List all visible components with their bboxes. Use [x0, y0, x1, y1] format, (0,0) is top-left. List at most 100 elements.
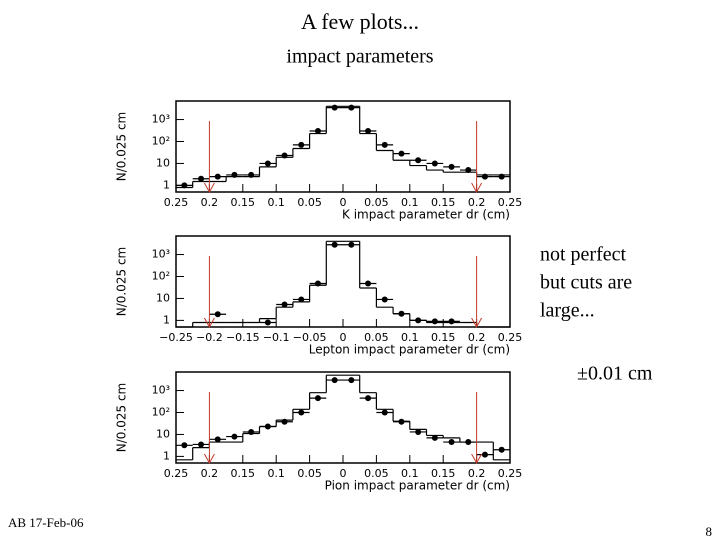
data-point	[465, 439, 472, 446]
x-tick-label: 0.25	[164, 467, 189, 480]
x-tick-label: 0.05	[297, 196, 322, 209]
data-point	[214, 436, 221, 443]
x-axis-label: K impact parameter dr (cm)	[342, 208, 510, 222]
cut-arrowhead	[471, 317, 483, 329]
x-tick-label: 0	[340, 467, 347, 480]
data-point	[498, 446, 505, 453]
x-tick-label: 0.25	[164, 196, 189, 209]
data-point	[481, 173, 488, 180]
x-tick-label: 0.1	[267, 196, 285, 209]
data-point	[298, 296, 305, 303]
data-point	[231, 171, 238, 178]
plot-frame	[175, 371, 511, 464]
y-tick-label: 10²	[152, 269, 170, 282]
cut-arrowhead	[203, 317, 215, 329]
x-tick-label: 0.25	[498, 196, 523, 209]
data-point	[465, 167, 472, 174]
data-point	[264, 160, 271, 167]
x-tick-label: 0.2	[468, 467, 486, 480]
data-point	[365, 395, 372, 402]
y-axis-label: N/0.025 cm	[115, 112, 129, 181]
data-point	[398, 150, 405, 157]
data-point	[431, 160, 438, 167]
y-tick-label: 1	[163, 313, 170, 326]
y-axis-label: N/0.025 cm	[115, 247, 129, 316]
data-point	[214, 311, 221, 318]
data-point	[314, 128, 321, 135]
x-tick-label: 0.1	[401, 467, 419, 480]
data-point	[415, 317, 422, 324]
y-axis-label: N/0.025 cm	[115, 383, 129, 452]
data-point	[398, 418, 405, 425]
y-tick-label: 1	[163, 178, 170, 191]
data-point	[381, 409, 388, 416]
note-line: but cuts are	[540, 272, 632, 294]
data-point	[181, 182, 188, 189]
page-number: 8	[706, 524, 713, 539]
data-point	[365, 128, 372, 135]
y-tick-label: 10	[156, 291, 170, 304]
data-point	[481, 451, 488, 458]
data-point	[415, 157, 422, 164]
data-point	[331, 377, 338, 384]
x-tick-label: 0.05	[364, 196, 389, 209]
data-point	[264, 319, 271, 326]
footer: AB 17-Feb-06	[8, 515, 84, 530]
data-point	[448, 163, 455, 170]
y-tick-label: 10²	[152, 405, 170, 418]
x-tick-label: 0	[340, 196, 347, 209]
cut-arrowhead	[471, 182, 483, 194]
data-point	[431, 434, 438, 441]
plot-frame	[175, 235, 511, 328]
y-tick-label: 10²	[152, 134, 170, 147]
x-tick-label: −0.05	[293, 331, 327, 344]
data-point	[331, 241, 338, 248]
data-point	[398, 310, 405, 317]
x-tick-label: 0.05	[364, 467, 389, 480]
data-point	[231, 433, 238, 440]
x-tick-label: 0.1	[401, 196, 419, 209]
data-point	[248, 171, 255, 178]
data-point	[314, 280, 321, 287]
data-point	[381, 141, 388, 148]
data-point	[214, 173, 221, 180]
x-tick-label: 0.25	[498, 331, 523, 344]
x-tick-label: 0.25	[498, 467, 523, 480]
data-point	[198, 175, 205, 182]
x-tick-label: 0.15	[431, 331, 456, 344]
x-tick-label: 0.1	[401, 331, 419, 344]
data-point	[281, 152, 288, 159]
y-tick-label: 10³	[152, 384, 170, 397]
data-point	[181, 442, 188, 449]
data-point	[264, 423, 271, 430]
data-point	[498, 173, 505, 180]
data-point	[281, 418, 288, 425]
y-tick-label: 1	[163, 449, 170, 462]
x-axis-label: Lepton impact parameter dr (cm)	[309, 343, 510, 357]
data-point	[281, 301, 288, 308]
data-point	[314, 395, 321, 402]
x-tick-label: 0.15	[231, 467, 256, 480]
data-point	[348, 104, 355, 111]
x-tick-label: 0.05	[297, 467, 322, 480]
x-tick-label: 0.15	[431, 467, 456, 480]
x-tick-label: 0.2	[201, 467, 219, 480]
slide-subtitle: impact parameters	[286, 46, 433, 68]
y-tick-label: 10	[156, 156, 170, 169]
data-point	[415, 428, 422, 435]
y-tick-label: 10³	[152, 248, 170, 261]
y-tick-label: 10³	[152, 113, 170, 126]
data-point	[381, 296, 388, 303]
data-point	[198, 441, 205, 448]
x-axis-label: Pion impact parameter dr (cm)	[325, 479, 510, 493]
note-line: large...	[540, 300, 595, 322]
note-line: not perfect	[540, 244, 627, 266]
data-point	[331, 104, 338, 111]
data-point	[248, 428, 255, 435]
x-tick-label: 0.2	[468, 196, 486, 209]
data-point	[348, 377, 355, 384]
x-tick-label: −0.2	[196, 331, 223, 344]
cut-arrowhead	[203, 453, 215, 465]
x-tick-label: −0.25	[159, 331, 193, 344]
